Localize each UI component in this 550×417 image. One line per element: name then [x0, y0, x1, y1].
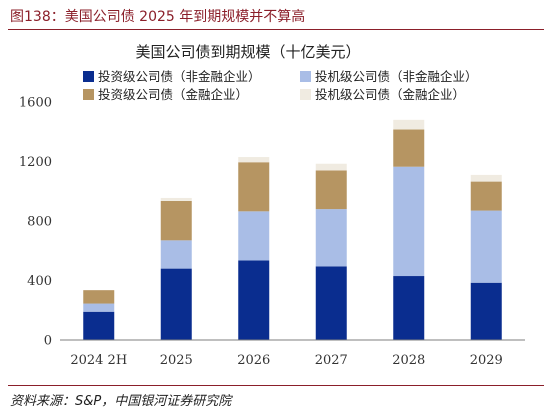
bar-segment	[470, 210, 502, 283]
bar-segment	[393, 129, 425, 167]
legend-label: 投资级公司债（非金融企业）	[98, 69, 261, 84]
bar-segment	[315, 209, 347, 267]
x-tick-label: 2028	[392, 353, 425, 368]
bar-segment	[238, 260, 270, 340]
chart-legend: 投资级公司债（非金融企业） 投机级公司债（非金融企业） 投资级公司债（金融企业） 投机…	[83, 69, 478, 102]
legend-swatch	[83, 89, 94, 100]
bar-segment	[238, 162, 270, 212]
bar-segment	[160, 240, 192, 269]
footer-divider	[8, 385, 544, 386]
bar-group	[83, 119, 502, 340]
x-tick-label: 2029	[470, 353, 503, 368]
legend-swatch	[300, 89, 311, 100]
legend-label: 投机级公司债（金融企业）	[315, 87, 465, 102]
y-axis: 0 400 800 1200 1600	[19, 96, 52, 349]
bar-segment	[160, 197, 192, 201]
y-tick-label: 400	[27, 274, 52, 289]
legend-label: 投资级公司债（金融企业）	[98, 87, 248, 102]
y-tick-label: 1200	[19, 155, 52, 170]
bar-segment	[160, 200, 192, 241]
bar-segment	[315, 163, 347, 171]
x-tick-label: 2027	[315, 353, 348, 368]
x-tick-label: 2024 2H	[70, 353, 127, 368]
bar-segment	[83, 303, 115, 312]
x-axis: 2024 2H 2025 2026 2027 2028 2029	[60, 339, 525, 368]
y-tick-label: 800	[27, 215, 52, 230]
y-tick-label: 1600	[19, 96, 52, 111]
bar-segment	[393, 119, 425, 130]
bar-segment	[315, 170, 347, 210]
y-tick-label: 0	[44, 334, 52, 349]
legend-swatch	[300, 71, 311, 82]
bar-segment	[238, 157, 270, 163]
legend-label: 投机级公司债（非金融企业）	[315, 69, 478, 84]
x-tick-label: 2025	[160, 353, 193, 368]
bar-segment	[83, 290, 115, 304]
bar-segment	[393, 276, 425, 340]
legend-swatch	[83, 71, 94, 82]
title-divider	[8, 29, 544, 30]
chart-title: 美国公司债到期规模（十亿美元）	[135, 43, 360, 61]
bar-segment	[393, 166, 425, 277]
bar-segment	[470, 282, 502, 340]
bar-segment	[470, 181, 502, 211]
bar-segment	[238, 211, 270, 261]
bar-segment	[83, 311, 115, 340]
source-note: 资料来源：S&P，中国银河证券研究院	[10, 394, 232, 409]
x-tick-label: 2026	[237, 353, 270, 368]
figure-title: 图138：美国公司债 2025 年到期规模并不算高	[10, 9, 306, 25]
bar-segment	[470, 174, 502, 182]
bar-segment	[160, 268, 192, 340]
bar-segment	[315, 266, 347, 340]
